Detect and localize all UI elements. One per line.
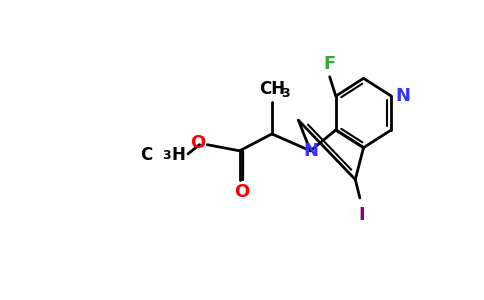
Text: O: O [234, 183, 250, 201]
Text: O: O [190, 134, 206, 152]
Text: F: F [323, 55, 336, 73]
Text: CH: CH [259, 80, 285, 98]
Text: N: N [395, 87, 410, 105]
Text: 3: 3 [162, 149, 170, 162]
Text: N: N [303, 142, 318, 160]
Text: I: I [358, 206, 365, 224]
Text: C: C [140, 146, 152, 164]
Text: H: H [171, 146, 185, 164]
Text: 3: 3 [281, 87, 290, 100]
